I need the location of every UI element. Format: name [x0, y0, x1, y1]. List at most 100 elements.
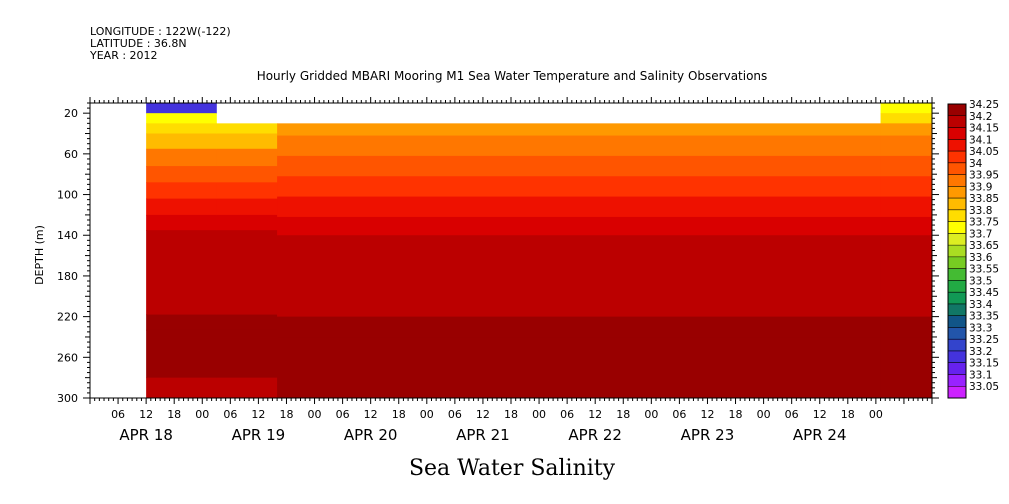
colorbar-label: 34.25 — [969, 99, 999, 111]
y-tick-label: 180 — [57, 270, 78, 283]
x-tick-label: 12 — [588, 408, 602, 421]
colorbar-label: 33.9 — [969, 181, 992, 193]
colorbar-swatch — [948, 292, 966, 305]
heatmap-cell-0-11 — [146, 329, 217, 379]
x-axis: 06 12 18 00 06 12 18 00 06 12 18 00 06 12 18 00 06 12 18 00… — [89, 97, 933, 444]
x-tick-label: 18 — [616, 408, 630, 421]
heatmap-cell-1-7 — [216, 230, 278, 316]
colorbar-swatch — [948, 139, 966, 152]
colorbar-label: 34.1 — [969, 134, 992, 146]
heatmap-cell-2-7 — [277, 316, 882, 339]
colorbar-swatch — [948, 350, 966, 364]
colorbar-label: 33.35 — [969, 311, 999, 323]
heatmap-cell-1-3 — [216, 166, 278, 183]
colorbar-swatch — [948, 327, 966, 340]
y-tick-label: 140 — [57, 229, 78, 242]
x-date-label: APR 20 — [344, 426, 398, 444]
colorbar-label: 34.2 — [969, 111, 992, 123]
heatmap-cell-0-6 — [146, 182, 217, 200]
y-axis: 20 60 100 140 180 220 260 300 — [57, 102, 939, 405]
x-tick-label: 00 — [420, 408, 434, 421]
colorbar-swatch — [948, 245, 966, 258]
colorbar-label: 33.4 — [969, 299, 993, 311]
heatmap-cell-3-4 — [880, 155, 933, 177]
heatmap-cell-1-0 — [216, 123, 278, 135]
heatmap-cell-0-7 — [146, 198, 217, 216]
x-tick-label: 18 — [167, 408, 181, 421]
heatmap-cell-0-1 — [146, 113, 217, 124]
y-tick-label: 100 — [57, 189, 78, 202]
x-tick-label: 00 — [532, 408, 546, 421]
colorbar-swatch — [948, 104, 966, 117]
heatmap-cell-0-12 — [146, 377, 217, 399]
x-tick-label: 06 — [448, 408, 462, 421]
colorbar-label: 34 — [969, 158, 983, 170]
heatmap-cell-0-4 — [146, 148, 217, 167]
heatmap-cell-1-5 — [216, 198, 278, 216]
heatmap-cell-0-2 — [146, 123, 217, 135]
heatmap-cell-3-5 — [880, 176, 933, 198]
x-tick-label: 18 — [729, 408, 743, 421]
heatmap-cell-1-6 — [216, 214, 278, 231]
x-date-label: APR 22 — [568, 426, 622, 444]
y-tick-label: 20 — [64, 107, 78, 120]
colorbar-label: 33.6 — [969, 252, 993, 264]
x-tick-label: 12 — [251, 408, 265, 421]
y-axis-label: DEPTH (m) — [33, 225, 46, 285]
colorbar: 34.2534.234.1534.134.053433.9533.933.853… — [947, 99, 999, 399]
x-date-label: APR 24 — [793, 426, 847, 444]
heatmap-cell-2-0 — [277, 123, 882, 137]
x-tick-label: 12 — [364, 408, 378, 421]
x-tick-label: 06 — [785, 408, 799, 421]
heatmap-cell-1-2 — [216, 148, 278, 167]
colorbar-label: 33.8 — [969, 205, 992, 217]
x-tick-label: 06 — [560, 408, 574, 421]
colorbar-label: 33.45 — [969, 287, 999, 299]
colorbar-label: 34.15 — [969, 123, 999, 135]
heatmap-cell-3-2 — [880, 123, 933, 137]
colorbar-label: 33.95 — [969, 170, 999, 182]
x-tick-label: 00 — [644, 408, 658, 421]
heatmap-cell-3-1 — [880, 113, 933, 124]
heatmap-cell-2-5 — [277, 216, 882, 236]
colorbar-swatch — [948, 315, 966, 328]
colorbar-swatch — [948, 303, 966, 317]
y-tick-label: 300 — [57, 392, 78, 405]
x-tick-label: 12 — [813, 408, 827, 421]
colorbar-swatch — [948, 362, 966, 375]
heatmap-cell-0-9 — [146, 230, 217, 316]
year-label: YEAR : 2012 — [89, 49, 158, 62]
heatmap-cell-1-10 — [216, 377, 278, 399]
colorbar-label: 33.85 — [969, 193, 999, 205]
heatmap-cell-0-3 — [146, 133, 217, 150]
colorbar-swatch — [948, 374, 966, 387]
colorbar-label: 33.55 — [969, 264, 999, 276]
colorbar-label: 34.05 — [969, 146, 999, 158]
x-date-label: APR 19 — [232, 426, 286, 444]
colorbar-swatch — [948, 268, 966, 281]
x-tick-label: 06 — [223, 408, 237, 421]
heatmap-cell-3-8 — [880, 235, 933, 318]
x-tick-label: 06 — [336, 408, 350, 421]
colorbar-swatch — [948, 233, 966, 246]
x-tick-label: 06 — [111, 408, 125, 421]
colorbar-swatch — [948, 174, 966, 187]
colorbar-swatch — [948, 256, 966, 270]
colorbar-label: 33.25 — [969, 334, 999, 346]
heatmap-cell-0-10 — [146, 314, 217, 331]
y-tick-label: 220 — [57, 311, 78, 324]
colorbar-swatch — [948, 198, 966, 211]
y-tick-label: 260 — [57, 351, 78, 364]
colorbar-label: 33.05 — [969, 381, 999, 393]
heatmap-cell-1-8 — [216, 314, 278, 331]
heatmap-cell-1-9 — [216, 329, 278, 379]
x-tick-label: 12 — [139, 408, 153, 421]
y-tick-label: 60 — [64, 148, 78, 161]
colorbar-swatch — [948, 339, 966, 352]
colorbar-label: 33.65 — [969, 240, 999, 252]
heatmap-cell-3-9 — [880, 316, 933, 339]
colorbar-label: 33.2 — [969, 346, 992, 358]
colorbar-swatch — [948, 386, 966, 399]
chart-title: Hourly Gridded MBARI Mooring M1 Sea Wate… — [257, 69, 768, 83]
